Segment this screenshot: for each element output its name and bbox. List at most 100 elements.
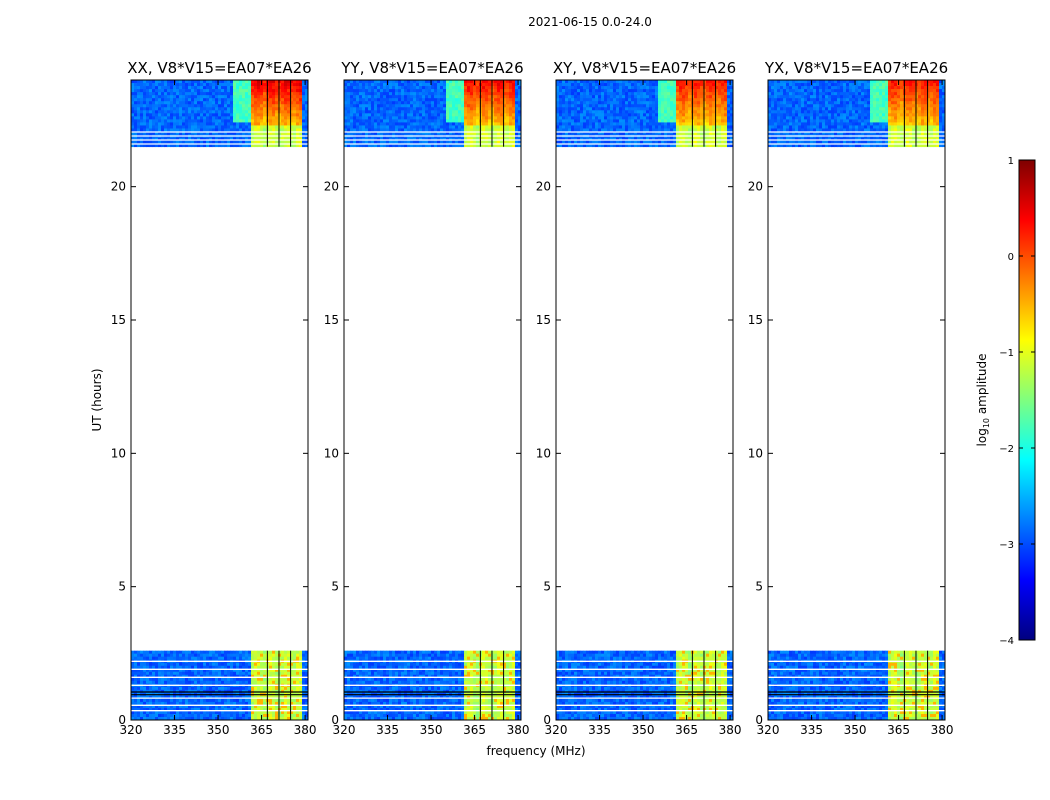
heatmap-cell	[209, 656, 213, 661]
heatmap-cell	[152, 713, 156, 718]
heatmap-cell	[194, 107, 198, 111]
heatmap-cell	[407, 650, 411, 655]
heatmap-cell	[239, 704, 243, 709]
heatmap-cell	[215, 656, 219, 661]
heatmap-cell	[458, 662, 462, 667]
heatmap-cell	[488, 107, 492, 111]
heatmap-cell	[194, 125, 198, 129]
heatmap-cell	[191, 83, 195, 87]
heatmap-cell	[404, 95, 408, 99]
heatmap-cell	[500, 650, 504, 655]
heatmap-cell	[299, 122, 303, 126]
heatmap-cell	[440, 116, 444, 120]
heatmap-cell	[305, 653, 309, 658]
heatmap-cell	[434, 80, 438, 84]
heatmap-cell	[437, 653, 441, 658]
heatmap-cell	[344, 707, 348, 712]
heatmap-cell	[209, 677, 213, 682]
heatmap-cell	[365, 671, 369, 676]
heatmap-cell	[263, 95, 267, 99]
heatmap-cell	[200, 656, 204, 661]
heatmap-cell	[464, 116, 468, 120]
heatmap-cell	[410, 707, 414, 712]
heatmap-cell	[347, 674, 351, 679]
heatmap-cell	[419, 122, 423, 126]
heatmap-cell	[518, 110, 522, 114]
heatmap-cell	[281, 662, 285, 667]
heatmap-cell	[170, 131, 174, 135]
heatmap-cell	[233, 95, 237, 99]
heatmap-cell	[401, 704, 405, 709]
heatmap-cell	[173, 650, 177, 655]
heatmap-cell	[236, 92, 240, 96]
heatmap-cell	[191, 698, 195, 703]
heatmap-cell	[236, 116, 240, 120]
heatmap-cell	[155, 686, 159, 691]
heatmap-cell	[146, 716, 150, 721]
heatmap-cell	[350, 101, 354, 105]
heatmap-cell	[269, 677, 273, 682]
heatmap-cell	[449, 116, 453, 120]
heatmap-cell	[290, 653, 294, 658]
heatmap-cell	[212, 143, 216, 148]
heatmap-cell	[164, 137, 168, 142]
heatmap-cell	[482, 104, 486, 108]
heatmap-cell	[497, 119, 501, 123]
heatmap-cell	[290, 98, 294, 102]
heatmap-cell	[407, 698, 411, 703]
heatmap-cell	[392, 671, 396, 676]
heatmap-cell	[194, 701, 198, 706]
heatmap-cell	[398, 713, 402, 718]
heatmap-cell	[224, 140, 228, 145]
heatmap-cell	[173, 140, 177, 145]
heatmap-cell	[203, 704, 207, 709]
heatmap-cell	[200, 665, 204, 670]
heatmap-cell	[416, 680, 420, 685]
heatmap-cell	[242, 650, 246, 655]
heatmap-cell	[131, 656, 135, 661]
heatmap-cell	[419, 650, 423, 655]
heatmap-cell	[281, 95, 285, 99]
heatmap-cell	[431, 710, 435, 715]
heatmap-cell	[509, 716, 513, 721]
heatmap-cell	[182, 707, 186, 712]
heatmap-cell	[488, 668, 492, 673]
heatmap-cell	[362, 125, 366, 129]
heatmap-cell	[209, 653, 213, 658]
heatmap-cell	[401, 650, 405, 655]
heatmap-cell	[191, 701, 195, 706]
heatmap-cell	[443, 668, 447, 673]
heatmap-cell	[245, 710, 249, 715]
heatmap-cell	[188, 671, 192, 676]
heatmap-cell	[305, 713, 309, 718]
heatmap-cell	[455, 86, 459, 90]
heatmap-cell	[206, 110, 210, 114]
heatmap-cell	[137, 122, 141, 126]
heatmap-cell	[221, 80, 225, 84]
heatmap-cell	[356, 116, 360, 120]
heatmap-cell	[401, 665, 405, 670]
heatmap-cell	[512, 83, 516, 87]
heatmap-cell	[161, 674, 165, 679]
heatmap-cell	[224, 125, 228, 129]
heatmap-cell	[389, 701, 393, 706]
heatmap-cell	[185, 92, 189, 96]
heatmap-cell	[431, 107, 435, 111]
heatmap-cell	[353, 116, 357, 120]
heatmap-cell	[350, 704, 354, 709]
heatmap-cell	[380, 113, 384, 117]
heatmap-cell	[374, 680, 378, 685]
heatmap-cell	[293, 104, 297, 108]
heatmap-cell	[137, 677, 141, 682]
heatmap-cell	[155, 80, 159, 84]
heatmap-cell	[389, 662, 393, 667]
heatmap-cell	[158, 125, 162, 129]
heatmap-cell	[143, 104, 147, 108]
heatmap-cell	[233, 677, 237, 682]
heatmap-cell	[275, 710, 279, 715]
heatmap-cell	[485, 680, 489, 685]
heatmap-cell	[377, 686, 381, 691]
heatmap-cell	[275, 119, 279, 123]
heatmap-cell	[353, 716, 357, 721]
heatmap-cell	[368, 707, 372, 712]
